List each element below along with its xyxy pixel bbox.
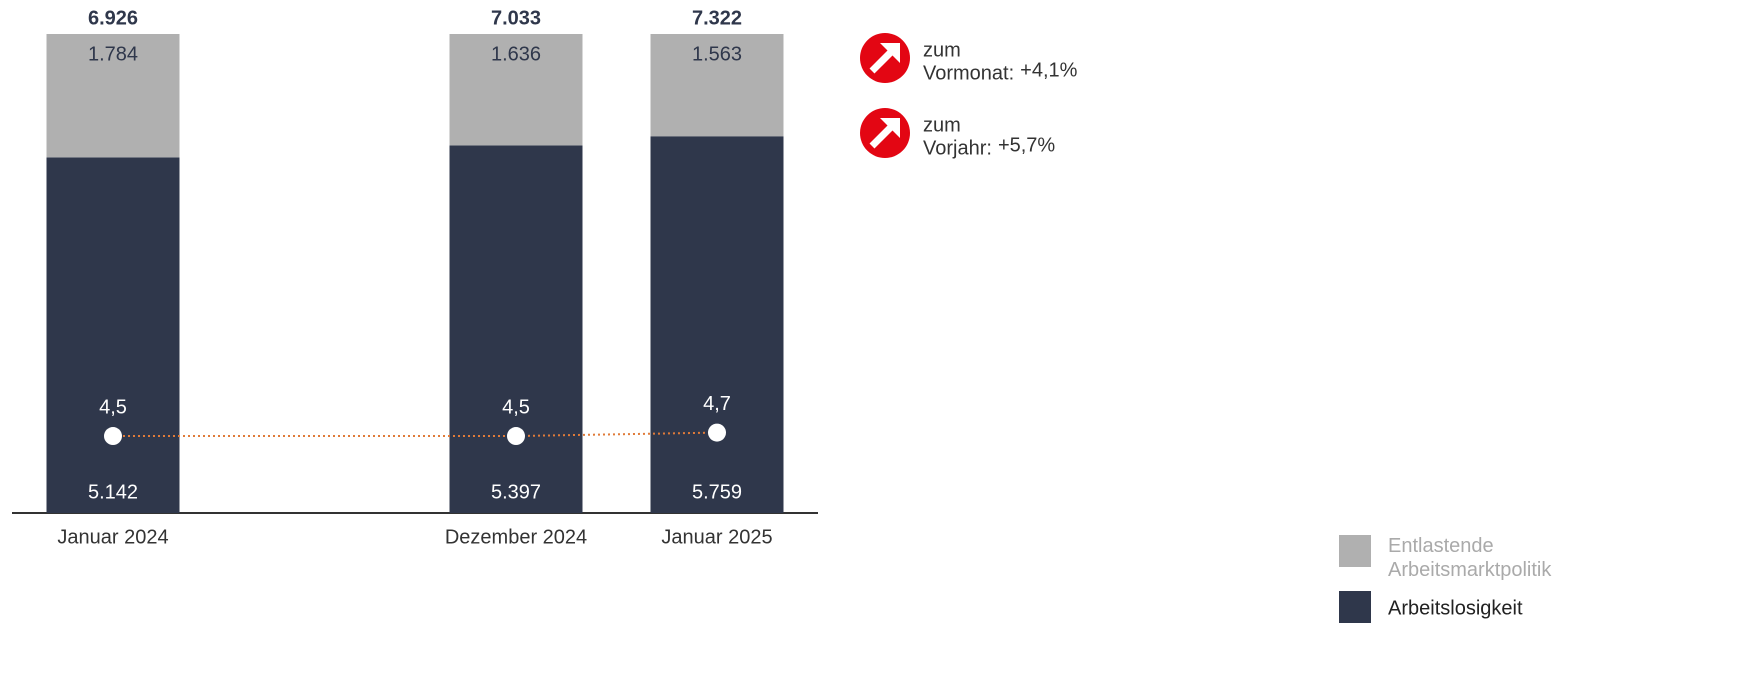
bar-segment: [650, 136, 784, 513]
badge-arrow: [869, 47, 896, 74]
legend-swatch: [1339, 535, 1371, 567]
value-label: 5.142: [88, 481, 138, 503]
badge-arrow: [869, 122, 896, 149]
total-label: 7.033: [491, 7, 541, 29]
badge-arrowhead: [880, 118, 900, 138]
annotation-text: Vormonat:: [923, 62, 1014, 84]
rate-dot: [104, 427, 122, 446]
rate-label: 4,7: [703, 393, 731, 415]
bar-segment: [449, 34, 583, 146]
value-label: 5.759: [692, 481, 742, 503]
x-tick-label: Januar 2025: [661, 526, 772, 548]
badge-arrowhead: [880, 43, 900, 63]
total-label: 6.926: [88, 7, 138, 29]
annotation-text: zum: [923, 114, 961, 136]
legend-label: Entlastende Arbeitsmarktpolitik: [1388, 535, 1552, 581]
bar-segment: [46, 34, 180, 158]
annotation-change: +5,7%: [998, 134, 1055, 156]
rate-label: 4,5: [502, 396, 530, 418]
total-label: 7.322: [692, 7, 742, 29]
bar-segment: [46, 157, 180, 513]
value-label: 1.563: [692, 43, 742, 65]
legend-label: Arbeitslosigkeit: [1388, 597, 1523, 619]
legend-swatch: [1339, 591, 1371, 623]
value-label: 5.397: [491, 481, 541, 503]
rate-dot: [507, 427, 525, 446]
rate-dot: [708, 423, 726, 442]
annotation-text: zum: [923, 39, 961, 61]
x-tick-label: Januar 2024: [57, 526, 168, 548]
annotation-text: Vorjahr:: [923, 137, 992, 159]
legend-line: Entlastende: [1388, 535, 1494, 557]
value-label: 1.636: [491, 43, 541, 65]
legend-line: Arbeitsmarktpolitik: [1388, 559, 1552, 581]
bar-segment: [650, 34, 784, 137]
rate-line: [113, 431, 718, 438]
rate-label: 4,5: [99, 396, 127, 418]
value-label: 1.784: [88, 43, 138, 65]
bar-segment: [449, 145, 583, 513]
x-tick-label: Dezember 2024: [445, 526, 587, 548]
annotation-change: +4,1%: [1020, 59, 1077, 81]
